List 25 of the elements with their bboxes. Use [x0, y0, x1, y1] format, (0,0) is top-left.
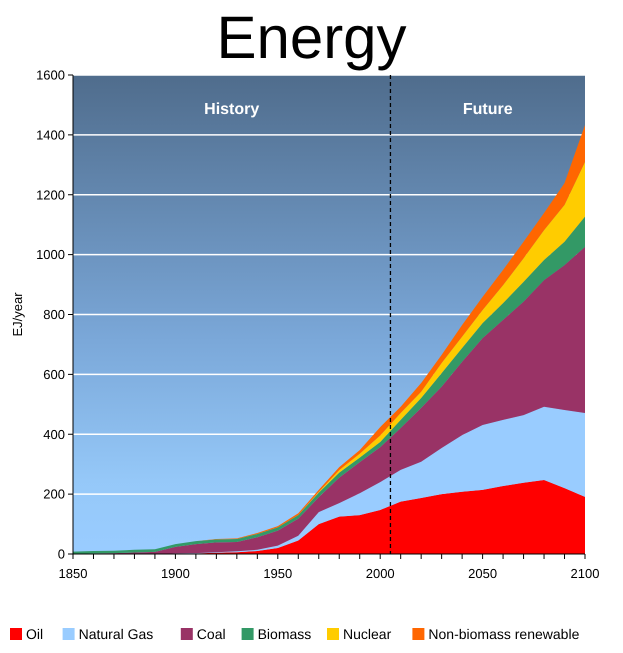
legend-label: Nuclear	[343, 626, 392, 642]
y-tick-label: 0	[58, 546, 65, 562]
y-tick-label: 200	[43, 486, 65, 502]
annotation: History	[204, 101, 260, 118]
annotation: Future	[462, 101, 513, 118]
x-tick-label: 2100	[570, 566, 600, 581]
y-tick-label: 400	[43, 426, 65, 442]
legend-label: Natural Gas	[78, 626, 154, 642]
x-tick-label: 1850	[58, 566, 88, 581]
legend-label: Coal	[196, 626, 226, 642]
y-tick-label: 1200	[36, 187, 65, 202]
legend-label: Oil	[26, 626, 44, 642]
x-tick-label: 1900	[160, 566, 190, 581]
legend-label: Biomass	[258, 626, 312, 642]
legend-label: Non-biomass renewable	[428, 626, 580, 642]
y-tick-label: 600	[43, 366, 65, 382]
y-tick-label: 1600	[36, 68, 65, 82]
chart-title: Energy	[216, 4, 407, 71]
x-tick-label: 2000	[366, 566, 395, 581]
y-tick-label: 1400	[36, 127, 65, 142]
y-axis-title: EJ/year	[10, 292, 25, 337]
x-tick-label: 1950	[263, 566, 292, 581]
y-tick-label: 800	[43, 307, 65, 322]
y-tick-label: 1000	[36, 247, 65, 262]
x-tick-label: 2050	[468, 566, 498, 581]
